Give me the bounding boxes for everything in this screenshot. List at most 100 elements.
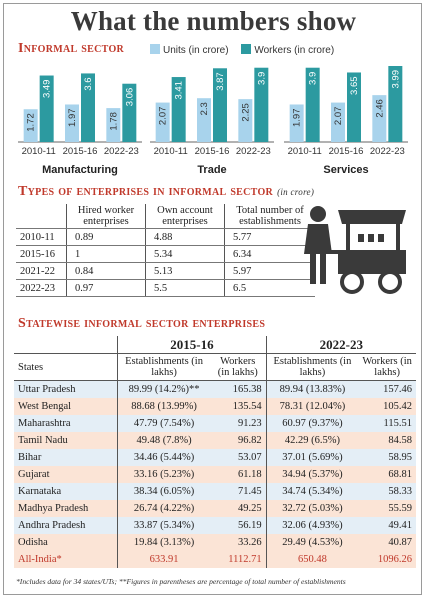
table-row: West Bengal 88.68 (13.99%) 135.54 78.31 (12… bbox=[14, 398, 416, 415]
units-bar bbox=[372, 95, 387, 142]
value-cell: 78.31 (12.04%) bbox=[265, 398, 359, 415]
units-bar bbox=[289, 104, 304, 142]
value-cell: 5.13 bbox=[145, 262, 225, 280]
year-cell: 2015-16 bbox=[16, 245, 67, 263]
year-tick-label: 2022-23 bbox=[370, 146, 405, 157]
workers-value-label: 3.9 bbox=[308, 72, 319, 85]
value-cell: 5.97 bbox=[224, 262, 315, 280]
workers-bar bbox=[305, 67, 320, 142]
units-value-label: 2.46 bbox=[374, 99, 385, 118]
units-bar bbox=[238, 99, 253, 142]
workers-value-label: 3.06 bbox=[124, 88, 135, 107]
value-cell: 40.87 bbox=[358, 534, 416, 551]
value-cell: 34.46 (5.44%) bbox=[117, 449, 210, 466]
table-row: Odisha 19.84 (3.13%) 33.26 29.49 (4.53%) 40.… bbox=[14, 534, 416, 551]
table-row: 2015-16 1 5.34 6.34 bbox=[16, 245, 315, 263]
workers-bar bbox=[213, 68, 227, 142]
value-cell: 105.42 bbox=[358, 398, 416, 415]
year-tick-label: 2015-16 bbox=[195, 146, 230, 157]
value-cell: 0.84 bbox=[66, 262, 146, 280]
state-name-cell: Madhya Pradesh bbox=[14, 500, 118, 517]
value-cell: 157.46 bbox=[358, 380, 416, 398]
year-tick-label: 2010-11 bbox=[154, 146, 188, 157]
workers-value-label: 3.41 bbox=[174, 81, 185, 100]
value-cell: 33.87 (5.34%) bbox=[117, 517, 210, 534]
value-cell: 89.94 (13.83%) bbox=[265, 380, 359, 398]
value-cell: 58.33 bbox=[358, 483, 416, 500]
state-name-cell: Andhra Pradesh bbox=[14, 517, 118, 534]
table-row: 2010-11 0.89 4.88 5.77 bbox=[16, 228, 315, 246]
units-value-label: 2.25 bbox=[240, 103, 251, 122]
year-tick-label: 2010-11 bbox=[22, 146, 56, 157]
table-row: 2021-22 0.84 5.13 5.97 bbox=[16, 262, 315, 280]
units-bar bbox=[197, 98, 211, 142]
group-label: Services bbox=[323, 164, 368, 176]
workers-bar bbox=[81, 73, 95, 142]
footnote: *Includes data for 34 states/UTs; **Figu… bbox=[16, 577, 346, 586]
value-cell: 58.95 bbox=[358, 449, 416, 466]
value-cell: 26.74 (4.22%) bbox=[117, 500, 210, 517]
value-cell: 47.79 (7.54%) bbox=[117, 415, 210, 432]
year-cell: 2010-11 bbox=[16, 228, 67, 246]
year2-header: 2022-23 bbox=[265, 336, 416, 354]
state-name-cell: Maharashtra bbox=[14, 415, 118, 432]
value-cell: 32.72 (5.03%) bbox=[265, 500, 359, 517]
statewise-title: Statewise informal sector enterprises bbox=[18, 316, 266, 331]
units-value-label: 2.07 bbox=[158, 107, 169, 126]
value-cell: 1112.71 bbox=[209, 551, 267, 568]
value-cell: 55.59 bbox=[358, 500, 416, 517]
value-cell: 34.74 (5.34%) bbox=[265, 483, 359, 500]
value-cell: 68.81 bbox=[358, 466, 416, 483]
table-row: 2022-23 0.97 5.5 6.5 bbox=[16, 279, 315, 297]
table-row: Karnataka 38.34 (6.05%) 71.45 34.74 (5.34%)… bbox=[14, 483, 416, 500]
value-cell: 53.07 bbox=[209, 449, 267, 466]
workers-value-label: 3.65 bbox=[349, 76, 360, 95]
units-bar bbox=[106, 108, 121, 142]
value-cell: 33.16 (5.23%) bbox=[117, 466, 210, 483]
chart-legend: Units (in crore) Workers (in crore) bbox=[150, 44, 344, 56]
workers-bar bbox=[254, 67, 269, 142]
workers-value-label: 3.9 bbox=[256, 72, 267, 85]
table-row: Tamil Nadu 49.48 (7.8%) 96.82 42.29 (6.5%) 8… bbox=[14, 432, 416, 449]
value-cell: 33.26 bbox=[209, 534, 267, 551]
year-cell: 2021-22 bbox=[16, 262, 67, 280]
statewise-table: 2015-16 2022-23 States Establishments (i… bbox=[14, 336, 416, 568]
value-cell: 29.49 (4.53%) bbox=[265, 534, 359, 551]
workers-bar bbox=[347, 72, 361, 142]
value-cell: 5.34 bbox=[145, 245, 225, 263]
year-tick-label: 2015-16 bbox=[329, 146, 364, 157]
workers-bar bbox=[171, 77, 186, 142]
year-cell: 2022-23 bbox=[16, 279, 67, 297]
value-cell: 5.5 bbox=[145, 279, 225, 297]
legend-workers: Workers (in crore) bbox=[241, 44, 334, 56]
value-cell: 0.97 bbox=[66, 279, 146, 297]
units-bar bbox=[155, 102, 170, 142]
units-bar bbox=[331, 102, 345, 142]
vendor-head bbox=[310, 206, 326, 222]
value-cell: 49.41 bbox=[358, 517, 416, 534]
units-value-label: 2.07 bbox=[333, 107, 344, 126]
informal-sector-title: Informal sector bbox=[18, 41, 125, 56]
state-name-cell: Odisha bbox=[14, 534, 118, 551]
units-value-label: 1.97 bbox=[292, 108, 303, 127]
value-cell: 32.06 (4.93%) bbox=[265, 517, 359, 534]
value-cell: 42.29 (6.5%) bbox=[265, 432, 359, 449]
value-cell: 61.18 bbox=[209, 466, 267, 483]
value-cell: 71.45 bbox=[209, 483, 267, 500]
vendor-cart-illustration bbox=[304, 206, 406, 294]
enterprise-types-title: Types of enterprises in informal sector(… bbox=[18, 184, 315, 199]
value-cell: 96.82 bbox=[209, 432, 267, 449]
state-name-cell: West Bengal bbox=[14, 398, 118, 415]
page-title: What the numbers show bbox=[70, 6, 357, 36]
vendor-body bbox=[304, 224, 332, 254]
table-row: Gujarat 33.16 (5.23%) 61.18 34.94 (5.37%) 68… bbox=[14, 466, 416, 483]
table-row: Andhra Pradesh 33.87 (5.34%) 56.19 32.06 (4… bbox=[14, 517, 416, 534]
units-value-label: 2.3 bbox=[199, 102, 210, 115]
value-cell: 1 bbox=[66, 245, 146, 263]
value-cell: 38.34 (6.05%) bbox=[117, 483, 210, 500]
value-cell: 88.68 (13.99%) bbox=[117, 398, 210, 415]
year-tick-label: 2022-23 bbox=[104, 146, 139, 157]
state-name-cell: All-India* bbox=[14, 551, 118, 568]
value-cell: 49.48 (7.8%) bbox=[117, 432, 210, 449]
blank-header bbox=[14, 336, 118, 354]
